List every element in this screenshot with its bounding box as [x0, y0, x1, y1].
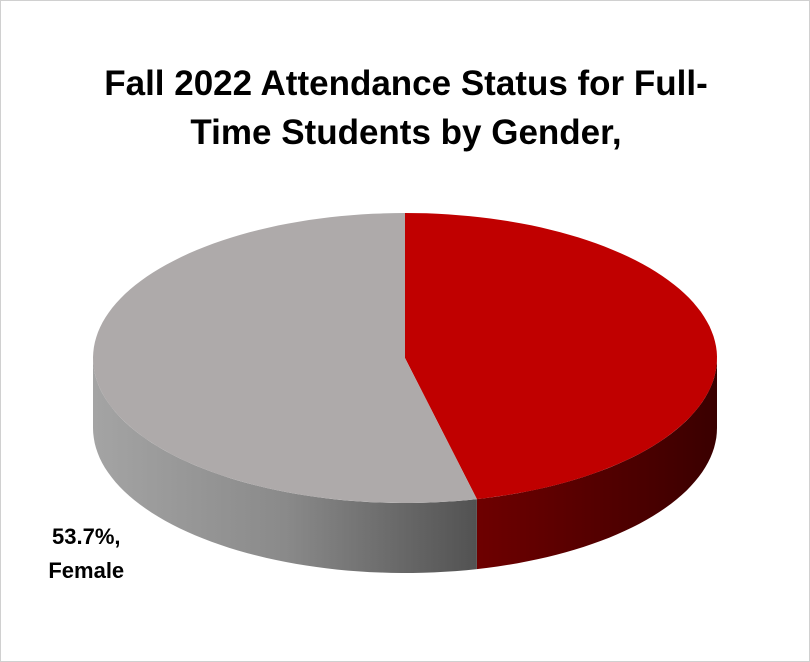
- slice: [405, 213, 717, 500]
- slice-side: [476, 358, 717, 570]
- data-label: 53.7%,: [52, 524, 121, 549]
- chart-title: Fall 2022 Attendance Status for Full-Tim…: [104, 64, 708, 152]
- slice-side: [93, 358, 477, 573]
- category-label: Female: [48, 558, 124, 583]
- slice: [93, 213, 477, 503]
